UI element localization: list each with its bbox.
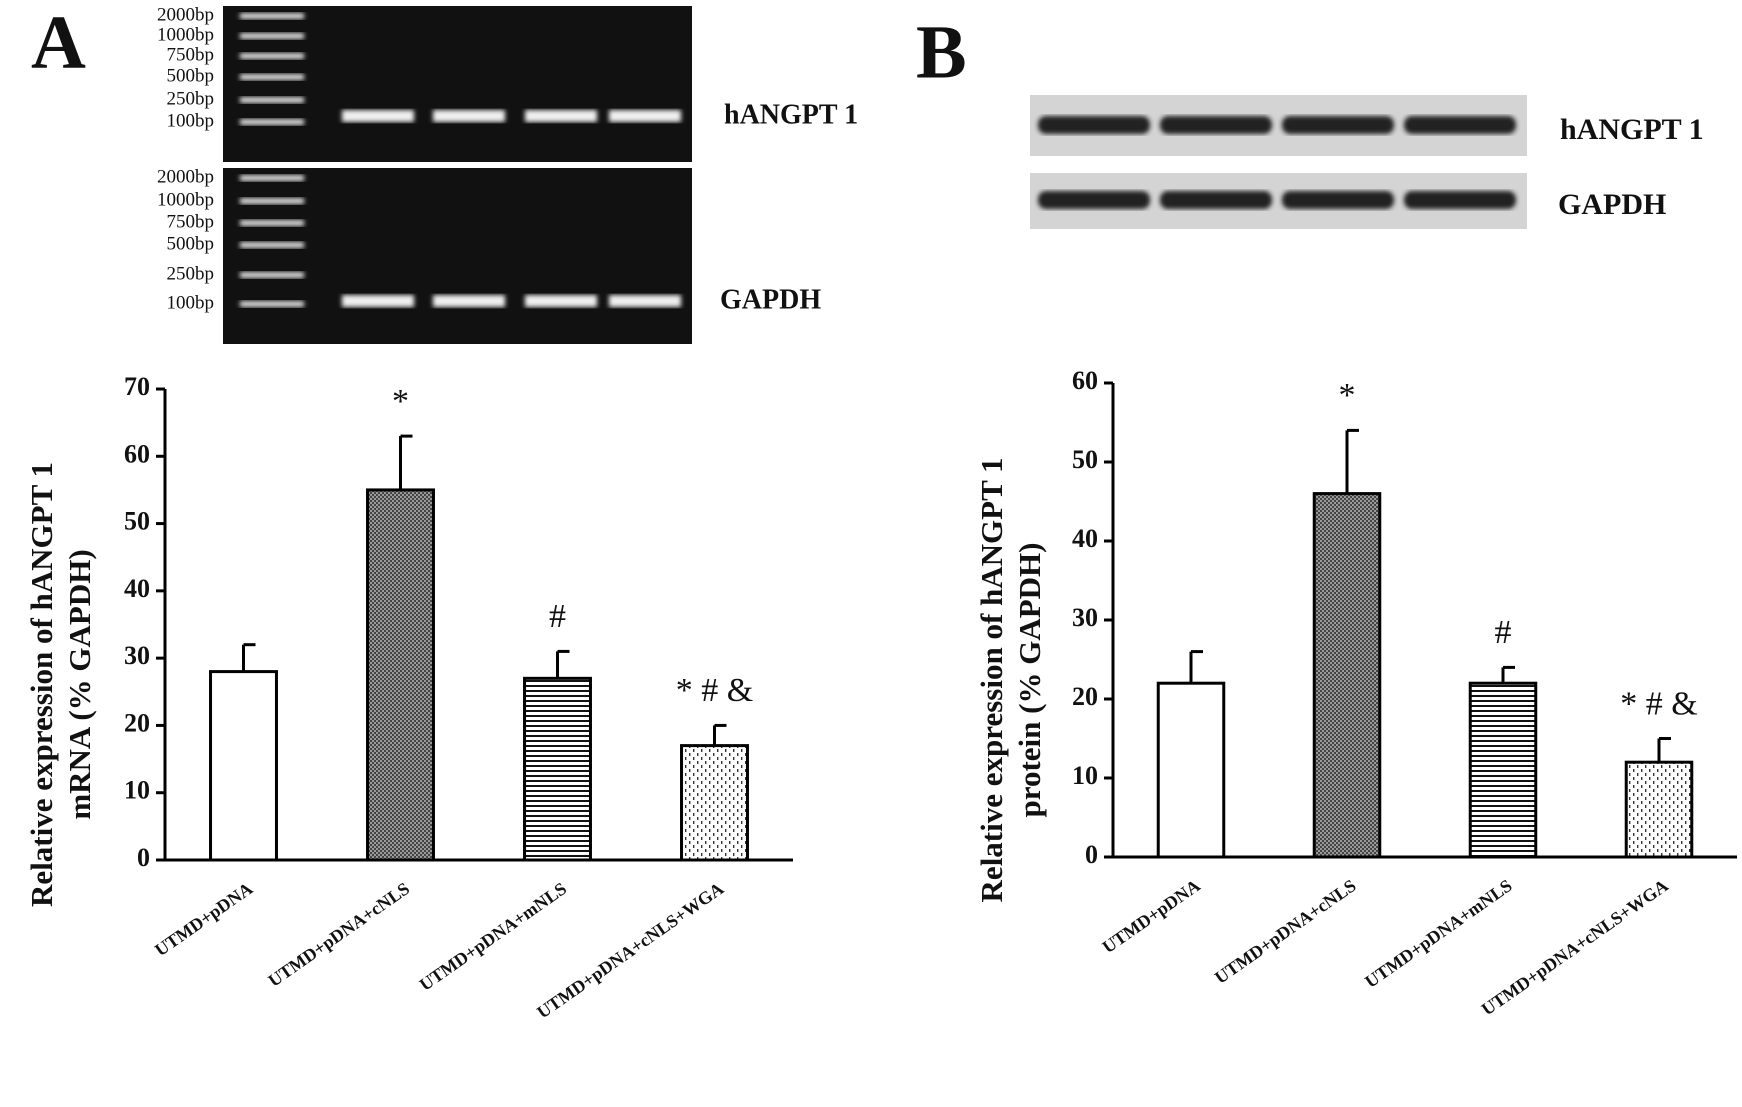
y-axis-label: protein (% GAPDH) — [1012, 543, 1047, 818]
bar — [366, 488, 435, 862]
blot-label: GAPDH — [1558, 188, 1666, 221]
ladder-label: 500bp — [167, 65, 215, 86]
ladder-label: 100bp — [167, 292, 215, 313]
ladder-band — [240, 301, 304, 307]
y-tick-label: 10 — [1072, 761, 1098, 790]
y-tick-label: 30 — [124, 641, 150, 670]
gel-band — [433, 295, 505, 307]
ladder-label: 2000bp — [157, 166, 214, 187]
ladder-band — [240, 198, 304, 204]
blot-band — [1404, 116, 1516, 134]
x-tick-label: UTMD+pDNA+mNLS — [416, 878, 570, 994]
ladder-band — [240, 53, 304, 59]
ladder-label: 750bp — [167, 211, 215, 232]
blot-label: hANGPT 1 — [1560, 113, 1704, 146]
ladder-band — [240, 13, 304, 19]
annotation: * # & — [676, 672, 753, 709]
gel-label: GAPDH — [720, 284, 821, 315]
bar — [1624, 760, 1694, 859]
bar — [209, 670, 278, 862]
blot-band — [1038, 191, 1150, 209]
panel-label: B — [916, 10, 967, 94]
blot-band — [1404, 191, 1516, 209]
ladder-band — [240, 272, 304, 278]
ladder-band — [240, 74, 304, 80]
y-tick-label: 50 — [124, 507, 150, 536]
gel-image — [223, 168, 692, 344]
gel-band — [525, 110, 597, 122]
x-tick-label: UTMD+pDNA — [151, 878, 256, 960]
y-tick-label: 30 — [1072, 603, 1098, 632]
ladder-band — [240, 242, 304, 248]
blot-band — [1282, 191, 1394, 209]
y-tick-label: 0 — [137, 843, 150, 872]
gel-band — [609, 295, 681, 307]
ladder-band — [240, 175, 304, 181]
annotation: # — [549, 598, 566, 635]
y-tick-label: 40 — [1072, 524, 1098, 553]
y-axis-label: mRNA (% GAPDH) — [62, 549, 97, 819]
blot-band — [1160, 191, 1272, 209]
blot-band — [1282, 116, 1394, 134]
y-tick-label: 60 — [1072, 366, 1098, 395]
ladder-label: 100bp — [167, 110, 215, 131]
bar — [1156, 681, 1226, 859]
ladder-label: 500bp — [167, 233, 215, 254]
gel-image — [223, 6, 692, 162]
y-tick-label: 50 — [1072, 445, 1098, 474]
bar — [680, 744, 749, 862]
gel-band — [342, 295, 414, 307]
gel-band — [609, 110, 681, 122]
ladder-label: 250bp — [167, 263, 215, 284]
y-tick-label: 40 — [124, 574, 150, 603]
ladder-label: 1000bp — [157, 189, 214, 210]
annotation: # — [1495, 614, 1512, 651]
annotation: * # & — [1620, 685, 1697, 722]
bar — [1468, 681, 1538, 859]
y-tick-label: 0 — [1085, 840, 1098, 869]
panel-label: A — [31, 0, 86, 84]
y-axis-label: Relative expression of hANGPT 1 — [974, 458, 1009, 903]
x-tick-label: UTMD+pDNA — [1099, 875, 1204, 957]
x-tick-label: UTMD+pDNA+cNLS — [264, 878, 413, 990]
gel-band — [525, 295, 597, 307]
y-tick-label: 60 — [124, 439, 150, 468]
ladder-band — [240, 119, 304, 125]
gel-band — [433, 110, 505, 122]
bar — [1312, 492, 1382, 859]
ladder-label: 250bp — [167, 88, 215, 109]
gel-label: hANGPT 1 — [724, 99, 858, 130]
y-tick-label: 20 — [124, 708, 150, 737]
blot-band — [1038, 116, 1150, 134]
ladder-band — [240, 97, 304, 103]
ladder-label: 750bp — [167, 44, 215, 65]
ladder-band — [240, 33, 304, 39]
x-tick-label: UTMD+pDNA+cNLS — [1211, 875, 1360, 987]
blot-band — [1160, 116, 1272, 134]
x-tick-label: UTMD+pDNA+mNLS — [1361, 875, 1515, 991]
y-tick-label: 20 — [1072, 682, 1098, 711]
y-tick-label: 10 — [124, 776, 150, 805]
annotation: * — [392, 383, 409, 420]
ladder-label: 2000bp — [157, 4, 214, 25]
gel-band — [342, 110, 414, 122]
ladder-label: 1000bp — [157, 24, 214, 45]
y-axis-label: Relative expression of hANGPT 1 — [24, 462, 59, 907]
ladder-band — [240, 220, 304, 226]
y-tick-label: 70 — [124, 372, 150, 401]
annotation: * — [1339, 377, 1356, 414]
bar — [523, 676, 592, 862]
